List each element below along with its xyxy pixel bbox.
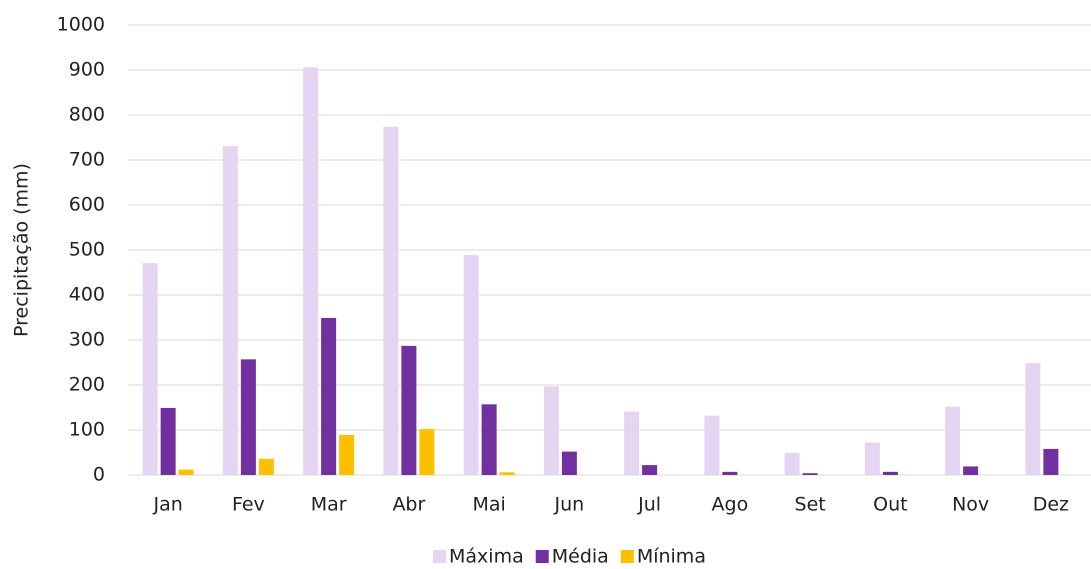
bar [258,458,274,475]
legend-swatch [433,550,447,563]
x-tick-label: Set [795,494,826,516]
bar [543,386,559,475]
bar [321,317,337,475]
bar [303,67,319,476]
legend-swatch [620,550,634,563]
legend-label: Média [552,546,609,568]
legend-label: Mínima [637,546,706,568]
x-tick-label: Mai [472,494,505,516]
y-axis-label: Precipitação (mm) [11,163,33,337]
bar [419,429,435,475]
y-tick-label: 400 [69,284,105,306]
bar [864,442,880,475]
bar [1043,448,1059,475]
bar [339,434,355,475]
y-tick-label: 500 [69,239,105,261]
bar [401,345,417,475]
y-tick-label: 200 [69,374,105,396]
x-tick-label: Jun [554,494,585,516]
bar [222,146,238,476]
x-tick-label: Jan [152,494,182,516]
y-tick-label: 100 [69,419,105,441]
y-tick-label: 900 [69,59,105,81]
bar [704,415,720,475]
bar [463,254,479,475]
bar [383,126,399,475]
x-tick-label: Out [873,494,907,516]
x-tick-label: Mar [311,494,347,516]
x-tick-label: Abr [392,494,425,516]
bar [945,406,961,475]
y-tick-label: 300 [69,329,105,351]
legend-label: Máxima [449,546,524,568]
y-tick-label: 0 [93,464,105,486]
bar [499,472,515,475]
x-tick-label: Dez [1033,494,1069,516]
y-tick-label: 800 [69,104,105,126]
bar [882,471,898,475]
y-tick-label: 700 [69,149,105,171]
bar [481,404,497,475]
legend-swatch [535,550,549,563]
x-tick-label: Ago [712,494,749,516]
x-tick-label: Nov [952,494,989,516]
x-tick-label: Fev [232,494,265,516]
bar [178,469,194,475]
bar [784,452,800,475]
bar [142,263,158,475]
bar [963,466,979,475]
bar [240,359,256,475]
bar [561,451,577,475]
bar [624,411,640,475]
y-tick-label: 1000 [57,14,105,36]
bar [802,473,818,475]
bar [1025,362,1041,475]
bar [160,407,176,475]
x-tick-label: Jul [637,494,661,516]
y-tick-label: 600 [69,194,105,216]
bar [642,465,658,475]
bar [722,471,738,475]
